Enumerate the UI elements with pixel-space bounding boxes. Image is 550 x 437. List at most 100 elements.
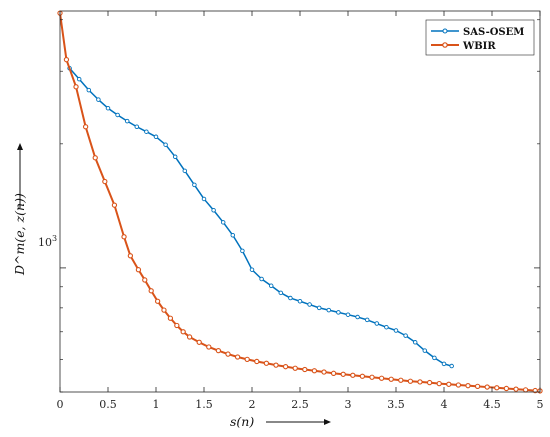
x-axis-arrowhead (324, 419, 331, 425)
data-point-sas-osem (134, 124, 140, 130)
data-point-wbir (102, 178, 108, 185)
data-point-wbir (186, 334, 193, 340)
data-point-wbir (206, 344, 212, 350)
y-tick-label-base: 10 (38, 236, 52, 249)
legend-item-sas-osem: SAS-OSEM (431, 27, 524, 38)
data-point-sas-osem (249, 267, 255, 272)
data-point-sas-osem (393, 328, 399, 333)
data-point-sas-osem (326, 307, 332, 313)
data-point-wbir (436, 380, 442, 387)
data-point-wbir (426, 379, 433, 386)
data-point-wbir (135, 267, 142, 273)
data-point-wbir (92, 155, 98, 161)
data-point-sas-osem (96, 97, 101, 102)
data-point-wbir (503, 385, 510, 392)
x-tick-label: 3.5 (387, 398, 405, 411)
x-tick-label: 0.5 (99, 398, 117, 411)
data-point-wbir (121, 234, 127, 240)
data-point-wbir (465, 383, 471, 389)
data-point-sas-osem (432, 355, 437, 361)
data-point-wbir (273, 362, 279, 368)
data-point-wbir (340, 371, 346, 377)
data-point-sas-osem (192, 182, 197, 188)
data-point-sas-osem (278, 290, 284, 296)
y-axis-title: D^m(e, z(n)) (12, 143, 27, 276)
data-point-sas-osem (201, 196, 207, 202)
legend-label-wbir: WBIR (462, 41, 496, 52)
data-point-wbir (142, 277, 148, 283)
data-point-wbir (311, 368, 318, 374)
data-point-sas-osem (144, 129, 149, 134)
data-point-sas-osem (182, 168, 188, 174)
data-point-sas-osem (259, 276, 264, 282)
data-point-wbir (180, 329, 186, 335)
data-point-wbir (513, 386, 519, 392)
data-point-sas-osem (76, 76, 82, 82)
data-point-sas-osem (441, 361, 447, 367)
data-point-sas-osem (412, 340, 418, 345)
data-point-sas-osem (268, 283, 274, 289)
data-point-sas-osem (211, 207, 216, 213)
data-point-wbir (474, 383, 481, 390)
data-point-sas-osem (297, 299, 303, 304)
x-axis-title: s(n) (230, 414, 331, 429)
data-point-wbir (378, 375, 385, 381)
data-point-wbir (254, 358, 260, 365)
data-point-sas-osem (449, 363, 454, 369)
plot-area (60, 11, 540, 392)
data-point-sas-osem (336, 310, 341, 315)
data-point-wbir (63, 57, 70, 63)
data-point-wbir (522, 387, 529, 393)
data-point-wbir (282, 364, 289, 370)
data-point-sas-osem (403, 333, 408, 338)
x-tick-label: 2 (249, 398, 256, 411)
data-point-sas-osem (163, 142, 168, 147)
data-point-wbir (302, 366, 308, 373)
x-tick-label: 1.5 (195, 398, 213, 411)
data-point-wbir (161, 307, 167, 313)
y-axis-arrowhead (17, 143, 23, 150)
data-point-wbir (455, 382, 462, 388)
data-point-wbir (359, 373, 366, 379)
data-point-sas-osem (316, 305, 322, 311)
x-tick-label: 1 (153, 398, 160, 411)
data-point-wbir (321, 369, 327, 375)
data-point-wbir (244, 356, 250, 363)
y-axis-ticks (60, 19, 540, 393)
x-tick-label: 0 (57, 398, 64, 411)
data-point-wbir (494, 385, 500, 391)
legend-marker-sas-osem (442, 28, 448, 34)
data-point-sas-osem (86, 87, 92, 93)
data-point-sas-osem (153, 134, 159, 140)
data-point-wbir (407, 378, 414, 384)
data-point-wbir (82, 124, 89, 130)
legend: SAS-OSEM WBIR (425, 19, 535, 56)
x-tick-label: 5 (537, 398, 544, 411)
data-point-wbir (148, 288, 154, 294)
data-point-sas-osem (105, 105, 111, 111)
data-point-wbir (167, 315, 174, 321)
data-point-wbir (154, 298, 161, 304)
data-point-wbir (73, 84, 79, 90)
data-point-sas-osem (240, 248, 245, 254)
data-point-sas-osem (374, 321, 380, 326)
data-point-sas-osem (288, 295, 293, 301)
data-point-sas-osem (364, 317, 370, 323)
data-point-sas-osem (384, 324, 389, 330)
data-point-wbir (111, 202, 118, 208)
legend-box (425, 19, 535, 56)
y-tick-label-exponent: 3 (52, 234, 57, 243)
data-point-wbir (292, 365, 298, 371)
data-point-wbir (369, 374, 375, 380)
data-point-wbir (215, 347, 222, 354)
x-tick-label: 3 (345, 398, 352, 411)
data-point-wbir (174, 322, 180, 329)
data-point-sas-osem (124, 118, 130, 124)
data-point-sas-osem (220, 220, 226, 225)
data-point-wbir (350, 372, 356, 378)
data-point-sas-osem (307, 302, 312, 307)
y-axis-label: D^m(e, z(n)) (12, 193, 27, 276)
legend-marker-wbir (442, 42, 448, 48)
data-point-wbir (388, 376, 394, 382)
